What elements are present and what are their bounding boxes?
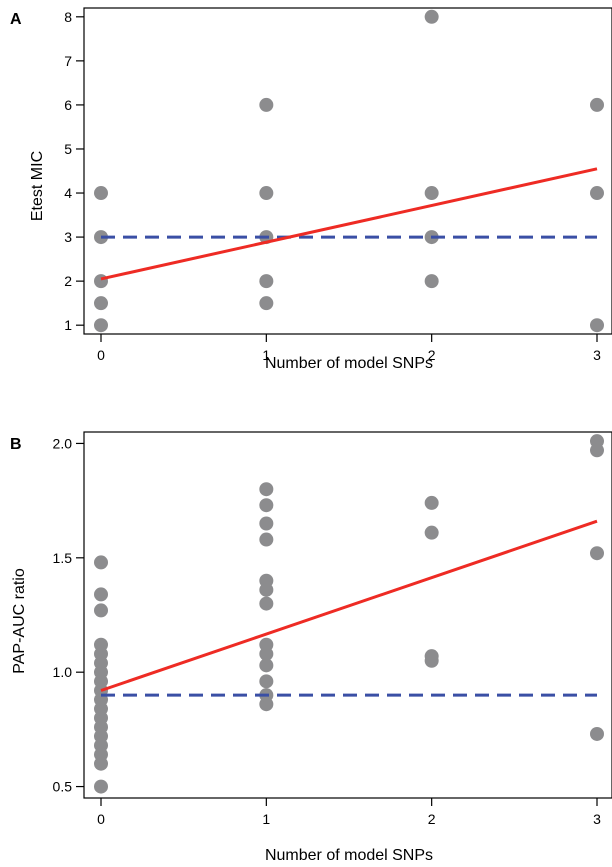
panel-b-y-tick-label: 0.5: [53, 779, 73, 795]
panel-a-x-axis-title: Number of model SNPs: [265, 355, 433, 372]
panel-a-letter: A: [10, 11, 22, 28]
panel-b-plot-frame: [83, 431, 612, 799]
panel-b-fit-line: [100, 519, 598, 692]
panel-a-x-tick-label: 1: [262, 347, 270, 363]
panel-a-data-point: [590, 97, 604, 112]
panel-b: B 0.51.01.52.00 1 2 3 Number of model SNPs …: [10, 431, 612, 864]
panel-a-y-tick-label: 2: [64, 273, 72, 289]
panel-b-marks: 0.5 1.0 1.5 2.0 0 1 2 3: [53, 431, 612, 827]
panel-b-data-point: [94, 587, 108, 602]
panel-b-y-tick-label: 2.0: [53, 435, 73, 451]
panel-b-x-tick-label: 0: [97, 811, 105, 827]
panel-a-y-tick-label: 4: [64, 185, 72, 201]
panel-a-data-point: [94, 318, 108, 333]
panel-a-data-point: [424, 274, 439, 289]
panel-a-data-point: [424, 186, 439, 201]
panel-b-data-point: [259, 516, 274, 531]
panel-a-data-point: [590, 318, 604, 333]
panel-b-data-point: [590, 546, 604, 561]
panel-a-y-tick-label: 7: [64, 53, 72, 69]
panel-a-y-tick-label: 6: [64, 97, 72, 113]
panel-a: A 1 2 3 4 5 6 7 8 0 1 2 3 Number of model SNPs Etes…: [10, 7, 612, 372]
panel-a-marks: 1 2 3 4 5 6 7 8 0 1 2 3: [64, 7, 612, 363]
panel-a-fit-line: [100, 167, 598, 281]
panel-a-data-point: [259, 274, 274, 289]
panel-b-x-tick-label: 1: [262, 811, 270, 827]
panel-b-data-point: [259, 637, 274, 652]
panel-b-data-point: [424, 495, 439, 510]
panel-a-data-point: [590, 186, 604, 201]
panel-b-data-point: [590, 726, 604, 741]
panel-a-y-tick-label: 1: [64, 317, 72, 333]
panel-a-plot-frame: [83, 7, 612, 335]
panel-b-data-point: [94, 637, 108, 652]
panel-a-y-axis-title: Etest MIC: [29, 151, 46, 221]
panel-a-x-tick-label: 0: [97, 347, 105, 363]
panel-a-y-tick-label: 3: [64, 229, 72, 245]
panel-b-data-point: [259, 532, 274, 547]
panel-a-x-tick-label: 2: [428, 347, 436, 363]
panel-b-data-point: [259, 658, 274, 673]
panel-a-data-point: [424, 9, 439, 24]
panel-b-x-tick-label: 2: [428, 811, 436, 827]
panel-a-data-point: [259, 186, 274, 201]
panel-b-y-axis-title: PAP-AUC ratio: [11, 568, 28, 674]
panel-b-data-point: [94, 603, 108, 618]
panel-b-x-tick-label: 3: [593, 811, 601, 827]
panel-b-data-point: [259, 573, 274, 588]
panel-b-data-point: [94, 779, 108, 794]
panel-b-data-point: [424, 649, 439, 664]
panel-b-data-point: [424, 525, 439, 540]
panel-b-data-point: [259, 498, 274, 513]
panel-b-x-axis-title: Number of model SNPs: [265, 847, 433, 864]
panel-a-x-tick-label: 3: [593, 347, 601, 363]
panel-b-y-tick-label: 1.0: [53, 664, 73, 680]
panel-b-data-point: [259, 482, 274, 497]
panel-a-data-point: [94, 186, 108, 201]
panel-a-data-point: [259, 97, 274, 112]
panel-b-data-point: [94, 555, 108, 570]
panel-a-y-tick-label: 5: [64, 141, 72, 157]
panel-b-data-point: [259, 596, 274, 611]
panel-a-y-tick-label: 8: [64, 9, 72, 25]
panel-a-data-point: [259, 296, 274, 311]
panel-b-letter: B: [10, 436, 22, 453]
panel-a-data-point: [94, 296, 108, 311]
panel-a-data-point: [94, 274, 108, 289]
panel-b-y-tick-label: 1.5: [53, 550, 73, 566]
panel-b-data-point: [259, 674, 274, 689]
panel-b-data-point: [590, 434, 604, 449]
